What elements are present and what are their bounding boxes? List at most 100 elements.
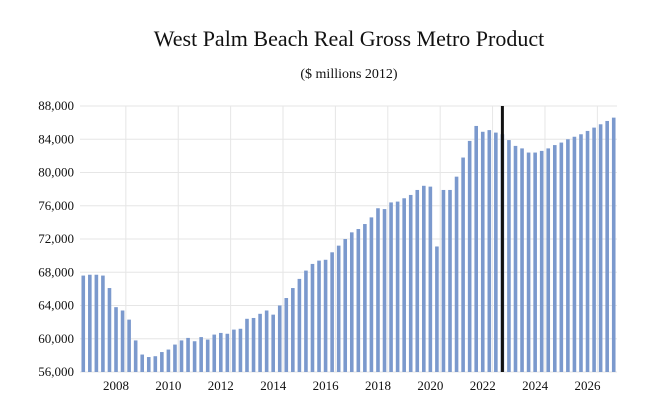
- bar: [343, 239, 348, 372]
- x-tick-label: 2014: [260, 378, 287, 393]
- grid-lines: [80, 105, 617, 373]
- bar: [271, 314, 275, 372]
- bar: [218, 332, 223, 372]
- bar: [539, 150, 544, 372]
- bar: [572, 136, 577, 372]
- bar: [546, 148, 551, 372]
- bar: [526, 152, 531, 372]
- bar: [225, 333, 230, 372]
- y-tick-label: 88,000: [38, 98, 74, 113]
- bar: [114, 307, 118, 372]
- x-tick-label: 2012: [208, 378, 234, 393]
- bar: [160, 352, 164, 372]
- bar: [579, 134, 583, 372]
- bar: [133, 340, 138, 372]
- bar: [520, 148, 524, 372]
- y-tick-label: 72,000: [38, 231, 74, 246]
- bar: [153, 356, 158, 372]
- bar: [349, 232, 354, 372]
- y-tick-label: 76,000: [38, 198, 74, 213]
- bar: [467, 140, 472, 372]
- bar: [611, 117, 616, 372]
- bar: [389, 202, 393, 372]
- y-tick-label: 68,000: [38, 264, 74, 279]
- bar: [146, 357, 151, 372]
- bar: [448, 189, 452, 372]
- bar: [428, 186, 433, 372]
- x-tick-label: 2018: [365, 378, 391, 393]
- y-tick-label: 60,000: [38, 331, 74, 346]
- bar: [258, 313, 262, 372]
- bar-series: [81, 117, 616, 373]
- x-tick-label: 2016: [313, 378, 340, 393]
- bar: [330, 252, 334, 372]
- bar: [559, 142, 564, 372]
- bar: [454, 176, 459, 372]
- bar: [212, 334, 217, 372]
- bar: [513, 145, 518, 372]
- bar: [264, 310, 269, 372]
- bar: [598, 124, 603, 372]
- bar: [310, 263, 315, 372]
- y-axis-ticks: 56,000 60,000 64,000 68,000 72,000 76,000 80,0…: [38, 98, 74, 379]
- bar: [435, 246, 439, 372]
- bar: [566, 139, 570, 372]
- bar: [199, 337, 203, 372]
- bar: [402, 198, 406, 372]
- bar: [441, 189, 446, 372]
- bar: [245, 318, 249, 372]
- bar: [317, 260, 321, 372]
- y-tick-label: 56,000: [38, 364, 74, 379]
- bar: [304, 270, 308, 372]
- bar: [94, 274, 99, 372]
- x-tick-label: 2022: [470, 378, 496, 393]
- bar: [494, 132, 498, 372]
- bar: [140, 354, 145, 372]
- bar: [101, 275, 105, 372]
- bar: [205, 339, 210, 372]
- bar: [277, 305, 282, 372]
- bar: [369, 217, 374, 372]
- bar: [251, 317, 256, 372]
- bar: [173, 344, 177, 372]
- x-tick-label: 2008: [103, 378, 129, 393]
- bar: [422, 185, 426, 372]
- y-tick-label: 84,000: [38, 131, 74, 146]
- bar: [480, 131, 485, 372]
- bar: [507, 140, 511, 372]
- bar: [88, 274, 92, 372]
- bar: [408, 194, 413, 372]
- bar: [585, 130, 590, 372]
- bar: [186, 337, 190, 372]
- x-axis-ticks: 2008 2010 2012 2014 2016 2018 2020 2022 2024 2026: [103, 378, 601, 393]
- chart-subtitle: ($ millions 2012): [300, 67, 398, 82]
- bar: [415, 189, 420, 372]
- bar: [127, 319, 131, 372]
- bar: [592, 127, 596, 372]
- bar: [232, 329, 236, 372]
- bar: [382, 209, 387, 372]
- bar: [605, 120, 609, 373]
- bar: [291, 288, 295, 372]
- x-tick-label: 2024: [522, 378, 549, 393]
- bar: [107, 288, 112, 372]
- bar: [323, 259, 328, 372]
- bar: [297, 278, 302, 372]
- bar: [474, 125, 479, 372]
- y-tick-label: 64,000: [38, 298, 74, 313]
- bar: [238, 328, 243, 372]
- bar: [376, 208, 380, 372]
- bar: [363, 224, 367, 372]
- x-tick-label: 2010: [155, 378, 181, 393]
- bar: [533, 152, 537, 372]
- bar: [336, 245, 341, 372]
- bar: [120, 310, 125, 372]
- y-tick-label: 80,000: [38, 165, 74, 180]
- bar: [81, 275, 86, 372]
- bar: [461, 157, 465, 372]
- bar: [179, 340, 184, 372]
- bar: [284, 298, 289, 372]
- bar: [192, 341, 197, 372]
- x-tick-label: 2026: [575, 378, 602, 393]
